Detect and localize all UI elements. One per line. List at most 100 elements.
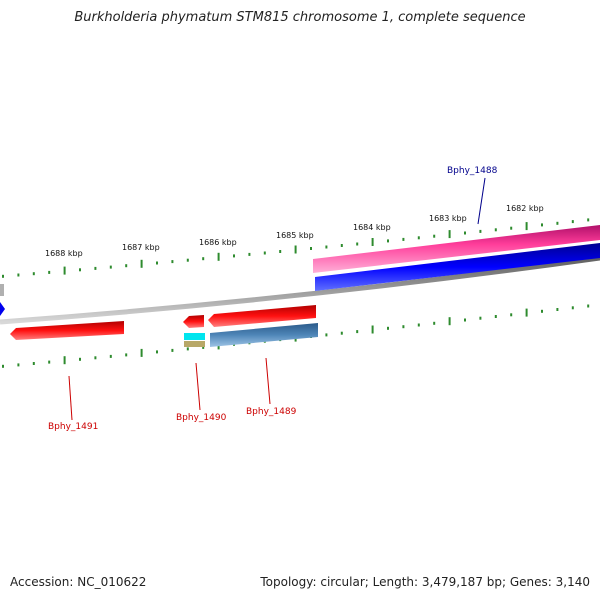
gene-label-bphy-1490[interactable]: Bphy_1490 bbox=[176, 413, 227, 423]
upper-ruler-minor-tick bbox=[279, 250, 282, 253]
upper-ruler-minor-tick bbox=[32, 272, 35, 276]
lower-ruler-major-tick bbox=[448, 317, 451, 326]
lower-ruler-minor-tick bbox=[171, 348, 174, 352]
lower-ruler-major-tick bbox=[63, 356, 66, 365]
lower-ruler-minor-tick bbox=[2, 364, 4, 368]
upper-ruler-minor-tick bbox=[433, 234, 436, 238]
lower-ruler-minor-tick bbox=[587, 304, 590, 308]
lower-ruler-minor-tick bbox=[32, 362, 35, 365]
leader-bphy-1489 bbox=[265, 357, 271, 405]
upper-ruler-major-tick bbox=[140, 259, 143, 268]
upper-ruler-minor-tick bbox=[325, 245, 328, 249]
lower-ruler-minor-tick bbox=[356, 330, 359, 334]
upper-ruler-minor-tick bbox=[356, 242, 359, 246]
gene-label-bphy-1491[interactable]: Bphy_1491 bbox=[48, 422, 98, 432]
upper-ruler-minor-tick bbox=[510, 226, 513, 230]
lower-ruler-minor-tick bbox=[340, 331, 343, 335]
upper-ruler-minor-tick bbox=[587, 218, 590, 222]
upper-ruler-minor-tick bbox=[156, 261, 158, 265]
accession-text: Accession: NC_010622 bbox=[10, 575, 147, 589]
lower-ruler-minor-tick bbox=[541, 309, 543, 313]
upper-ruler-minor-tick bbox=[310, 247, 312, 250]
upper-ruler-minor-tick bbox=[556, 221, 559, 225]
upper-ruler-minor-tick bbox=[48, 270, 51, 274]
lower-ruler-minor-tick bbox=[94, 356, 97, 360]
upper-ruler-minor-tick bbox=[202, 257, 205, 261]
lower-ruler-minor-tick bbox=[387, 326, 389, 330]
left-edge-arrow bbox=[0, 302, 5, 316]
upper-ruler-major-tick bbox=[525, 222, 528, 231]
lower-ruler-minor-tick bbox=[109, 354, 112, 358]
lower-ruler-major-tick bbox=[371, 325, 374, 334]
tick-label-1685: 1685 kbp bbox=[276, 231, 314, 240]
upper-ruler-minor-tick bbox=[571, 220, 574, 224]
upper-ruler-major-tick bbox=[217, 252, 220, 261]
lower-ruler-minor-tick bbox=[17, 363, 20, 367]
upper-ruler-minor-tick bbox=[494, 228, 497, 232]
backbone-track bbox=[0, 255, 600, 325]
upper-ruler-minor-tick bbox=[94, 266, 97, 270]
misc-feature-olive[interactable] bbox=[184, 341, 205, 347]
lower-ruler-minor-tick bbox=[79, 357, 81, 361]
topology-info: Topology: circular; Length: 3,479,187 bp… bbox=[260, 575, 590, 589]
upper-ruler-minor-tick bbox=[248, 252, 251, 256]
lower-ruler-minor-tick bbox=[510, 313, 513, 317]
lower-ruler-minor-tick bbox=[48, 360, 51, 364]
upper-ruler-minor-tick bbox=[233, 254, 235, 258]
gene-bar-bphy-1488[interactable] bbox=[313, 225, 600, 273]
tick-label-1683: 1683 kbp bbox=[429, 214, 467, 223]
upper-ruler-minor-tick bbox=[171, 260, 174, 264]
gene-label-bphy-1489[interactable]: Bphy_1489 bbox=[246, 407, 297, 417]
gene-arrow-bphy-1491[interactable] bbox=[10, 321, 124, 340]
tick-label-1686: 1686 kbp bbox=[199, 238, 237, 247]
leader-bphy-1491 bbox=[68, 375, 73, 421]
upper-ruler-major-tick bbox=[63, 266, 66, 275]
upper-ruler-minor-tick bbox=[402, 237, 405, 241]
upper-ruler-minor-tick bbox=[417, 236, 420, 240]
lower-ruler-minor-tick bbox=[433, 321, 436, 325]
tick-label-1687: 1687 kbp bbox=[122, 243, 160, 252]
upper-ruler-minor-tick bbox=[263, 251, 266, 255]
leader-bphy-1490 bbox=[195, 362, 201, 411]
map-title: Burkholderia phymatum STM815 chromosome … bbox=[74, 10, 526, 25]
gene-arrow-bphy-1490[interactable] bbox=[183, 315, 204, 328]
upper-ruler bbox=[2, 218, 590, 278]
cds-bar-bphy-1488[interactable] bbox=[315, 243, 600, 291]
tick-label-1684: 1684 kbp bbox=[353, 223, 391, 232]
tick-label-1682: 1682 kbp bbox=[506, 204, 544, 213]
ruler-labels: 1688 kbp 1687 kbp 1686 kbp 1685 kbp 1684… bbox=[45, 204, 544, 258]
lower-ruler-minor-tick bbox=[402, 325, 405, 329]
upper-ruler-minor-tick bbox=[125, 264, 128, 268]
upper-ruler-minor-tick bbox=[464, 231, 466, 235]
lower-ruler-major-tick bbox=[140, 348, 143, 357]
gene-label-bphy-1488[interactable]: Bphy_1488 bbox=[447, 166, 498, 176]
upper-ruler-major-tick bbox=[294, 245, 297, 254]
lower-ruler-major-tick bbox=[525, 308, 528, 317]
gene-arrow-bphy-1489[interactable] bbox=[208, 305, 316, 327]
lower-ruler-minor-tick bbox=[417, 323, 420, 327]
upper-ruler-minor-tick bbox=[79, 268, 81, 272]
upper-ruler-minor-tick bbox=[109, 265, 112, 269]
upper-ruler-minor-tick bbox=[479, 229, 482, 233]
lower-ruler-minor-tick bbox=[325, 333, 328, 337]
left-edge-feature bbox=[0, 284, 4, 296]
lower-ruler-minor-tick bbox=[556, 308, 559, 311]
upper-ruler-major-tick bbox=[371, 238, 374, 246]
lower-ruler-minor-tick bbox=[571, 306, 574, 310]
upper-ruler-minor-tick bbox=[2, 274, 4, 278]
lower-ruler-minor-tick bbox=[494, 315, 497, 318]
misc-feature-cyan[interactable] bbox=[184, 333, 205, 340]
upper-ruler-minor-tick bbox=[541, 223, 543, 227]
lower-ruler-minor-tick bbox=[125, 353, 128, 357]
tick-label-1688: 1688 kbp bbox=[45, 249, 83, 258]
cds-bar-bphy-1489[interactable] bbox=[210, 323, 318, 347]
lower-ruler-minor-tick bbox=[479, 316, 482, 320]
leader-bphy-1488 bbox=[477, 177, 486, 225]
lower-ruler-minor-tick bbox=[156, 350, 158, 354]
upper-ruler-minor-tick bbox=[387, 239, 389, 243]
upper-ruler-minor-tick bbox=[340, 244, 343, 247]
lower-ruler-minor-tick bbox=[186, 347, 189, 351]
lower-ruler-minor-tick bbox=[202, 345, 205, 349]
